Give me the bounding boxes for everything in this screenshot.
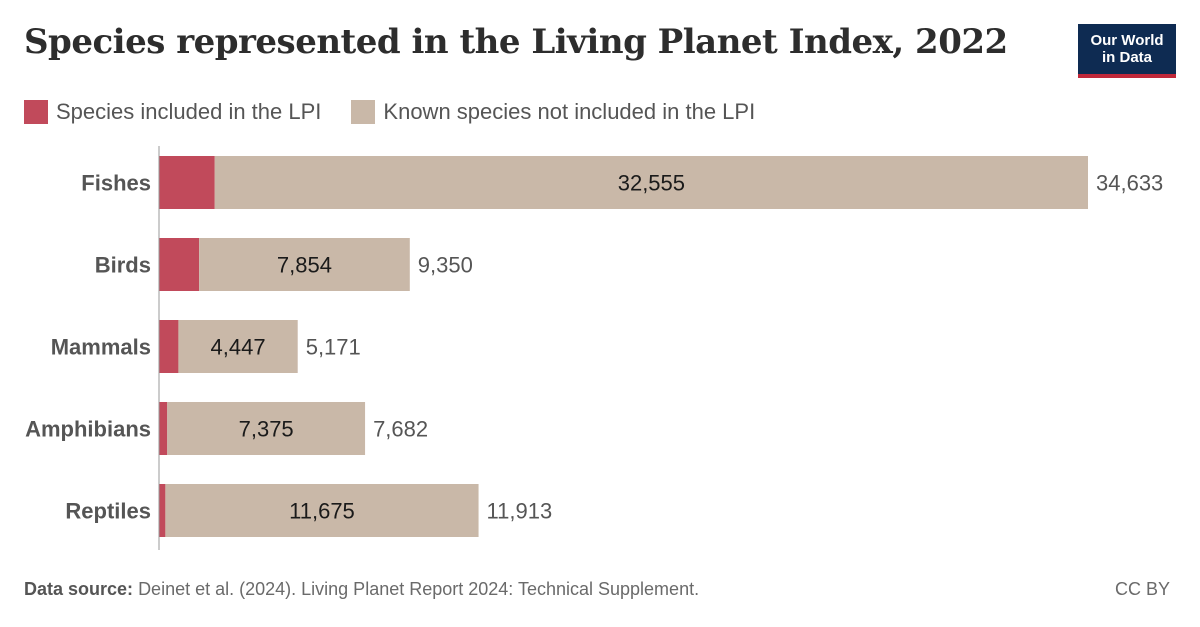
segment-label-amphibians: 7,375: [239, 417, 294, 442]
total-label-reptiles: 11,913: [487, 499, 553, 524]
segment-label-reptiles: 11,675: [289, 499, 355, 524]
total-label-amphibians: 7,682: [373, 417, 428, 442]
category-label-amphibians: Amphibians: [25, 417, 151, 442]
legend: Species included in the LPI Known specie…: [24, 99, 785, 125]
legend-swatch-included: [24, 100, 48, 124]
bar-not-included-birds[interactable]: [199, 238, 410, 291]
legend-swatch-not-included: [351, 100, 376, 124]
legend-item-included[interactable]: Species included in the LPI: [24, 99, 321, 125]
legend-label-included: Species included in the LPI: [56, 99, 322, 124]
license[interactable]: CC BY: [1114, 579, 1170, 599]
bar-not-included-fishes[interactable]: [214, 156, 1088, 209]
total-label-mammals: 5,171: [306, 335, 361, 360]
bar-not-included-amphibians[interactable]: [167, 402, 366, 455]
segment-label-mammals: 4,447: [211, 335, 266, 360]
logo-line-1: Our World: [1090, 32, 1164, 49]
data-source: Data source: Deinet et al. (2024). Livin…: [24, 579, 699, 600]
bar-included-amphibians[interactable]: [159, 402, 168, 455]
category-label-birds: Birds: [95, 253, 151, 278]
total-label-birds: 9,350: [418, 253, 473, 278]
bar-included-mammals[interactable]: [159, 320, 179, 373]
bar-chart: Fishes 32,555 34,633 Birds 7,854 9,350 Mammals…: [25, 146, 1163, 550]
bar-not-included-mammals[interactable]: [178, 320, 298, 373]
bar-included-reptiles[interactable]: [159, 484, 166, 537]
legend-label-not-included: Known species not included in the LPI: [383, 99, 756, 124]
category-label-reptiles: Reptiles: [65, 499, 151, 524]
logo-line-2: in Data: [1101, 49, 1152, 66]
data-source-label: Data source:: [24, 579, 134, 599]
segment-label-fishes: 32,555: [618, 171, 685, 196]
segment-label-birds: 7,854: [277, 253, 332, 278]
bar-included-fishes[interactable]: [159, 156, 215, 209]
legend-item-not-included[interactable]: Known species not included in the LPI: [351, 99, 755, 125]
category-label-fishes: Fishes: [81, 171, 151, 196]
chart-title: Species represented in the Living Planet…: [24, 22, 1008, 62]
owid-logo[interactable]: Our World in Data: [1078, 24, 1176, 78]
total-label-fishes: 34,633: [1096, 171, 1163, 196]
data-source-text: Deinet et al. (2024). Living Planet Repo…: [138, 579, 700, 599]
bar-included-birds[interactable]: [159, 238, 200, 291]
bar-not-included-reptiles[interactable]: [165, 484, 479, 537]
category-label-mammals: Mammals: [51, 335, 151, 360]
